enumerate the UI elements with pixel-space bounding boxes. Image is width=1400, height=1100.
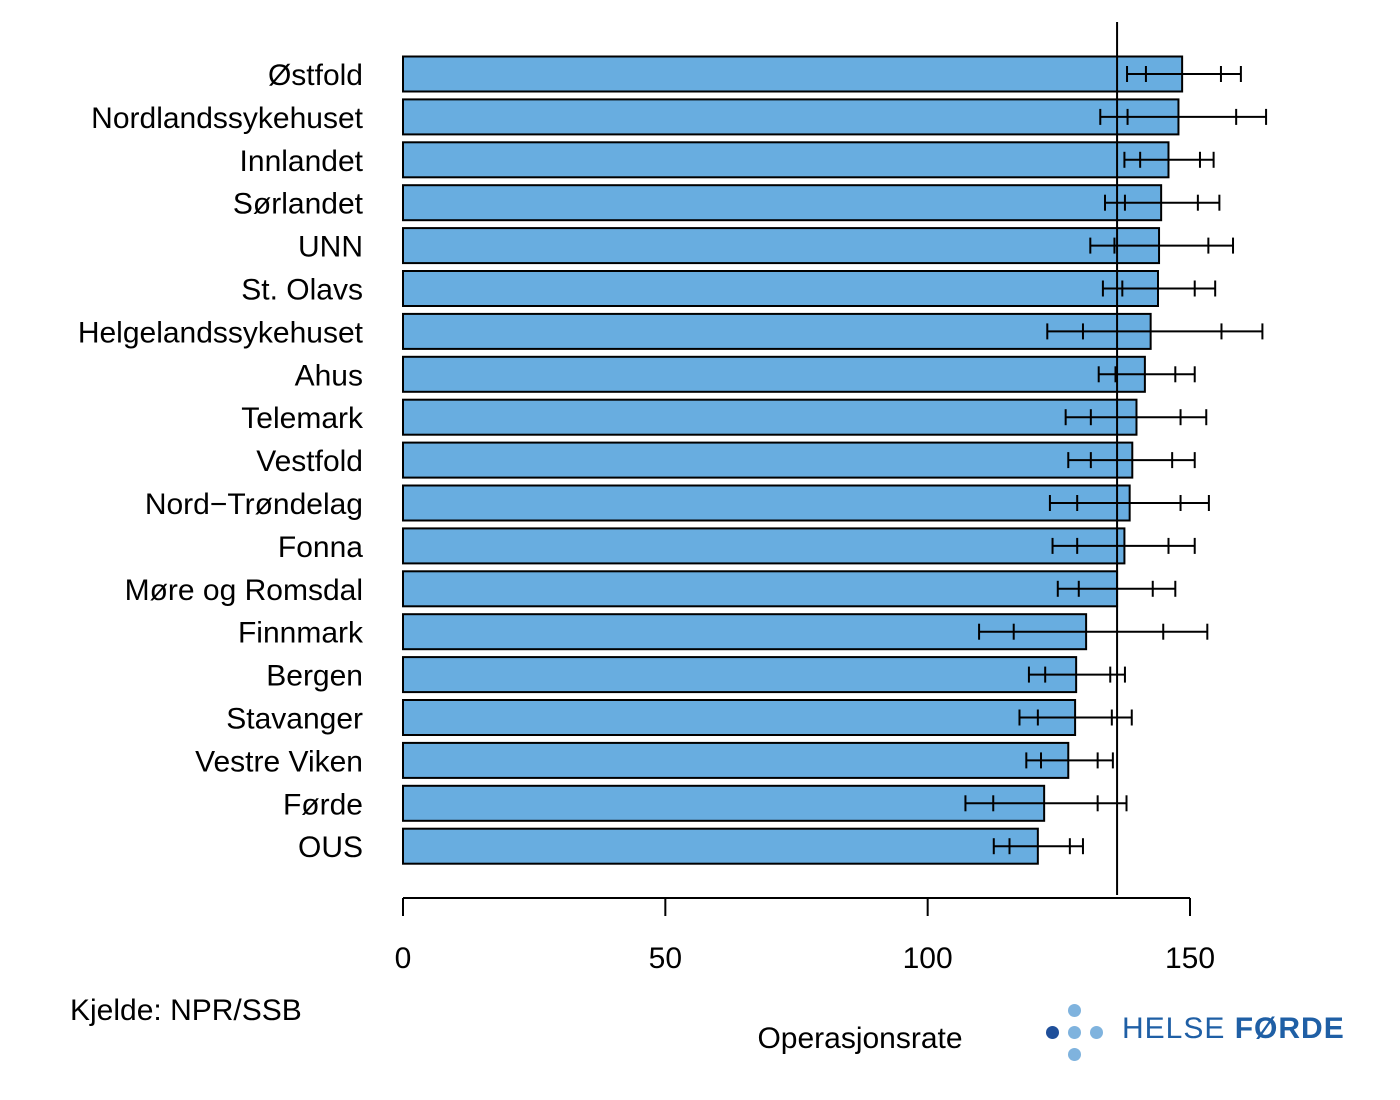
- bar: [402, 484, 1131, 522]
- bars: [402, 55, 1184, 865]
- category-label: Bergen: [266, 660, 363, 693]
- error-bar: [1025, 752, 1114, 769]
- x-tick-label: 150: [1165, 942, 1215, 975]
- logo-text: HELSE FØRDE: [1122, 1012, 1345, 1045]
- bar: [402, 184, 1163, 222]
- error-bar: [1099, 108, 1268, 125]
- error-bar: [1097, 366, 1196, 383]
- error-bar: [964, 795, 1128, 812]
- error-bar: [1027, 666, 1126, 683]
- bar: [402, 398, 1138, 436]
- logo-dot-icon: [1068, 1026, 1081, 1039]
- category-label: OUS: [298, 831, 363, 864]
- bar: [402, 613, 1088, 651]
- category-label: Sørlandet: [233, 188, 364, 221]
- category-label: Vestre Viken: [195, 745, 363, 778]
- category-label: St. Olavs: [241, 274, 363, 307]
- error-bar: [1104, 194, 1221, 211]
- error-bar: [978, 623, 1209, 640]
- category-label: Nord−Trøndelag: [145, 488, 363, 521]
- bar: [402, 141, 1170, 179]
- error-bar: [1048, 495, 1210, 511]
- helse-forde-logo: HELSE FØRDE: [1040, 1000, 1344, 1066]
- category-label: UNN: [298, 231, 363, 264]
- error-bar: [1051, 537, 1196, 554]
- bar: [402, 355, 1146, 393]
- bar: [402, 227, 1161, 265]
- bar: [402, 270, 1159, 307]
- error-bar: [992, 838, 1084, 855]
- category-label: Vestfold: [256, 445, 363, 478]
- category-label: Innlandet: [240, 145, 364, 178]
- bar: [402, 55, 1184, 93]
- x-axis-label: Operasjonsrate: [757, 1022, 962, 1055]
- bar: [402, 98, 1180, 136]
- logo-dot-icon: [1068, 1048, 1081, 1061]
- x-tick-label: 100: [903, 942, 953, 975]
- bar: [402, 699, 1077, 736]
- category-label: Fonna: [278, 531, 363, 564]
- error-bar: [1126, 66, 1242, 82]
- error-bar: [1123, 151, 1215, 168]
- bar: [402, 312, 1152, 350]
- category-label: Østfold: [268, 59, 363, 92]
- bar: [402, 827, 1039, 865]
- x-tick-label: 50: [649, 942, 682, 975]
- error-bar: [1064, 409, 1208, 426]
- bar: [402, 570, 1119, 608]
- bar: [402, 741, 1070, 779]
- logo-dot-icon: [1090, 1026, 1103, 1039]
- error-bar: [1067, 452, 1196, 469]
- category-labels: Østfold Nordlandssykehuset Innlandet Sørlan…: [78, 59, 364, 864]
- logo-dot-icon: [1068, 1004, 1081, 1017]
- error-bars: [964, 66, 1268, 855]
- error-bar: [1018, 709, 1133, 726]
- error-bar: [1089, 237, 1235, 254]
- error-bar: [1046, 323, 1264, 340]
- error-bar: [1101, 280, 1217, 297]
- x-axis: 0 50 100 150: [395, 897, 1215, 975]
- bar: [402, 784, 1046, 822]
- bar: [402, 527, 1126, 565]
- x-tick-label: 0: [395, 942, 412, 975]
- category-label: Førde: [283, 788, 363, 821]
- bar: [402, 656, 1078, 694]
- category-label: Møre og Romsdal: [125, 574, 363, 607]
- category-label: Nordlandssykehuset: [91, 102, 363, 135]
- category-label: Ahus: [295, 359, 363, 392]
- category-label: Stavanger: [226, 703, 363, 736]
- category-label: Telemark: [241, 402, 364, 435]
- bar: [402, 441, 1134, 479]
- category-label: Helgelandssykehuset: [78, 316, 364, 349]
- logo-dot-icon: [1046, 1026, 1059, 1039]
- category-label: Finnmark: [238, 617, 364, 650]
- source-note: Kjelde: NPR/SSB: [70, 994, 302, 1027]
